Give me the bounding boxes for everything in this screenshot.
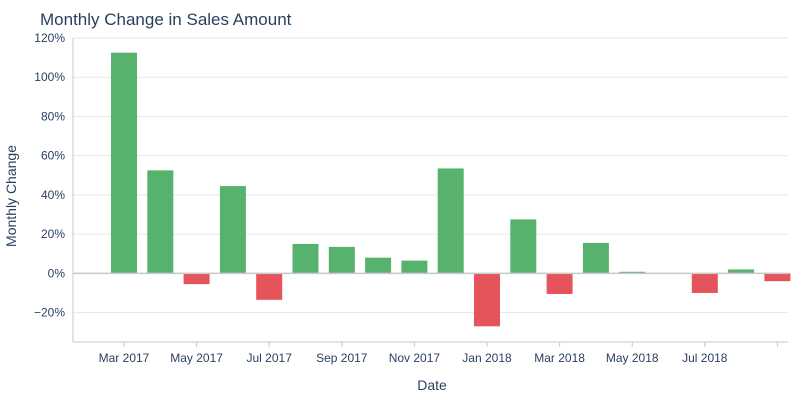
x-tick-label: May 2017 <box>170 351 223 365</box>
bar[interactable] <box>365 257 392 274</box>
bar[interactable] <box>546 273 573 294</box>
x-tick-label: Nov 2017 <box>389 351 441 365</box>
y-tick-label: 40% <box>41 188 65 202</box>
y-tick-label: −20% <box>34 306 65 320</box>
bar[interactable] <box>401 260 428 274</box>
bar[interactable] <box>510 219 537 274</box>
bar[interactable] <box>691 273 718 293</box>
bar[interactable] <box>147 170 174 274</box>
x-tick-label: May 2018 <box>606 351 659 365</box>
y-axis-title: Monthly Change <box>3 145 19 247</box>
bar[interactable] <box>292 243 319 274</box>
y-tick-label: 100% <box>34 70 65 84</box>
y-tick-label: 0% <box>48 266 66 280</box>
y-tick-label: 20% <box>41 227 65 241</box>
x-tick-label: Sep 2017 <box>316 351 368 365</box>
bar[interactable] <box>728 269 755 274</box>
axis-layer: −20% 0% 20% 40% 60% 80% 100% 120% Mar 2017 May 20… <box>34 31 788 365</box>
x-tick-label: Jul 2017 <box>247 351 293 365</box>
grid-layer <box>73 37 788 314</box>
y-tick-label: 80% <box>41 109 65 123</box>
x-tick-label: Jul 2018 <box>682 351 728 365</box>
bar[interactable] <box>256 273 283 300</box>
bar[interactable] <box>474 273 500 327</box>
x-tick-label: Mar 2017 <box>99 351 150 365</box>
bar[interactable] <box>582 242 609 274</box>
bar[interactable] <box>328 246 355 274</box>
bar[interactable] <box>183 273 210 285</box>
bar[interactable] <box>619 271 646 274</box>
bar[interactable] <box>437 168 464 274</box>
bars-layer <box>111 52 791 327</box>
y-tick-label: 60% <box>41 149 65 163</box>
x-tick-label: Jan 2018 <box>462 351 512 365</box>
x-tick-label: Mar 2018 <box>534 351 585 365</box>
bar[interactable] <box>764 273 791 282</box>
y-tick-label: 120% <box>34 31 65 45</box>
chart-title: Monthly Change in Sales Amount <box>40 10 292 29</box>
bar[interactable] <box>219 186 246 274</box>
x-axis-title: Date <box>417 377 447 393</box>
bar[interactable] <box>111 52 137 274</box>
